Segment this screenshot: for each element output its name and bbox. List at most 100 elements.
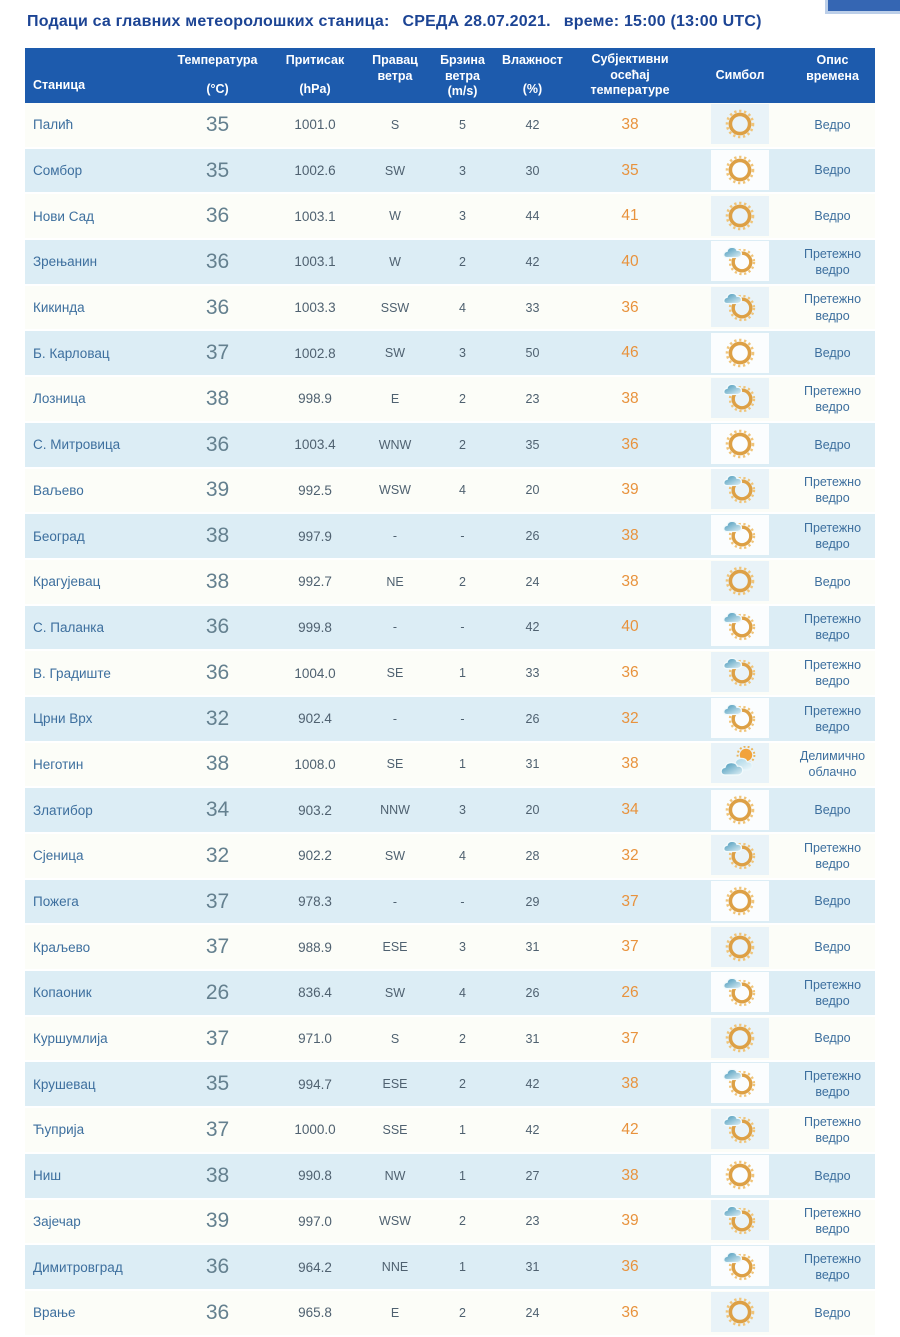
- table-row: Златибор 34 903.2 NNW 3 20 34 Ведро: [25, 788, 875, 834]
- column-label: Опис времена: [806, 53, 859, 83]
- station-name: Краљево: [33, 939, 91, 955]
- weather-description: Претежно ведро: [803, 657, 862, 689]
- station-name: Зајечар: [33, 1213, 81, 1229]
- weather-description: Ведро: [814, 803, 851, 818]
- temperature-value: 35: [205, 112, 230, 136]
- humidity-value: 35: [525, 437, 540, 452]
- table-row: Зрењанин 36 1003.1 W 2 42 40 Претежно ведро: [25, 240, 875, 286]
- feels-like-value: 38: [621, 115, 639, 133]
- wind-direction-value: ESE: [382, 940, 408, 955]
- pressure-value: 903.2: [298, 802, 332, 818]
- wind-speed-value: 2: [459, 1031, 466, 1046]
- pressure-value: 1002.8: [294, 345, 336, 361]
- temperature-value: 36: [205, 295, 230, 319]
- weather-symbol-cell: [690, 286, 790, 329]
- table-row: Крагујевац 38 992.7 NE 2 24 38 Ведро: [25, 559, 875, 606]
- feels-like-value: 38: [621, 1075, 639, 1093]
- humidity-value: 26: [525, 529, 540, 544]
- wind-direction-value: NE: [386, 574, 404, 589]
- page-title-text: Подаци са главних метеоролошких станица:: [27, 13, 390, 30]
- station-name: Димитровград: [33, 1259, 123, 1275]
- feels-like-value: 36: [621, 435, 639, 453]
- pressure-value: 994.7: [298, 1076, 332, 1092]
- station-name: Копаоник: [33, 985, 92, 1001]
- table-body: Палић 35 1001.0 S 5 42 38 Ведро Сомбор 35 1002.6 SW…: [25, 103, 875, 1337]
- weather-symbol-cell: [690, 1155, 790, 1196]
- wind-direction-value: -: [392, 529, 398, 544]
- station-name: Лозница: [33, 391, 86, 407]
- weather-symbol-cell: [690, 606, 790, 648]
- weather-description: Ведро: [814, 346, 851, 361]
- clear-sun-icon: [711, 195, 769, 236]
- feels-like-value: 36: [621, 1303, 639, 1321]
- column-unit: (m/s): [447, 84, 478, 99]
- column-unit: (hPa): [299, 82, 331, 97]
- weather-symbol-cell: [690, 240, 790, 283]
- table-row: Сомбор 35 1002.6 SW 3 30 35 Ведро: [25, 148, 875, 195]
- sun-with-small-cloud-icon: [711, 1063, 769, 1104]
- temperature-value: 37: [205, 1117, 230, 1141]
- wind-speed-value: -: [460, 711, 465, 726]
- wind-speed-value: 1: [459, 1122, 466, 1137]
- weather-symbol-cell: [690, 332, 790, 374]
- feels-like-value: 39: [621, 481, 639, 499]
- sun-with-small-cloud-icon: [711, 1200, 769, 1241]
- weather-description: Ведро: [814, 1305, 851, 1320]
- station-name: Сјеница: [33, 848, 84, 864]
- wind-direction-value: NNE: [381, 1260, 409, 1275]
- station-name: С. Паланка: [33, 619, 105, 635]
- feels-like-value: 41: [621, 207, 639, 225]
- humidity-value: 26: [525, 985, 540, 1000]
- pressure-value: 998.9: [298, 391, 332, 407]
- temperature-value: 36: [205, 204, 230, 228]
- wind-speed-value: 1: [459, 666, 466, 681]
- table-row: Ваљево 39 992.5 WSW 4 20 39 Претежно ведро: [25, 468, 875, 515]
- wind-direction-value: E: [390, 1305, 400, 1320]
- temperature-value: 36: [205, 661, 230, 685]
- station-name: Палић: [33, 117, 74, 133]
- weather-description: Претежно ведро: [803, 475, 862, 506]
- station-name: В. Градиште: [33, 665, 111, 681]
- wind-direction-value: S: [390, 117, 400, 132]
- wind-speed-value: 2: [459, 1214, 466, 1229]
- humidity-value: 42: [525, 1122, 540, 1137]
- humidity-value: 33: [525, 300, 540, 315]
- temperature-value: 34: [205, 798, 230, 822]
- humidity-value: 28: [525, 848, 540, 863]
- pressure-value: 988.9: [298, 939, 332, 955]
- pressure-value: 992.7: [298, 574, 332, 590]
- pressure-value: 836.4: [298, 985, 332, 1001]
- sun-with-small-cloud-icon: [711, 834, 769, 875]
- wind-direction-value: W: [389, 254, 401, 269]
- column-header-description: Опис времена: [790, 48, 875, 103]
- sun-with-small-cloud-icon: [711, 286, 769, 327]
- feels-like-value: 34: [621, 801, 639, 819]
- table-row: Сјеница 32 902.2 SW 4 28 32 Претежно ведро: [25, 834, 875, 880]
- humidity-value: 31: [525, 757, 540, 772]
- humidity-value: 23: [525, 391, 540, 406]
- clear-sun-icon: [711, 332, 769, 373]
- station-name: Б. Карловац: [33, 345, 110, 361]
- sun-with-small-cloud-icon: [711, 469, 769, 510]
- wind-direction-value: WSW: [379, 1214, 411, 1229]
- weather-description: Ведро: [814, 940, 851, 955]
- temperature-value: 36: [205, 432, 230, 456]
- weather-symbol-cell: [690, 834, 790, 877]
- weather-description: Претежно ведро: [803, 1251, 862, 1283]
- feels-like-value: 40: [621, 252, 639, 270]
- humidity-value: 30: [525, 163, 540, 178]
- wind-speed-value: 4: [459, 300, 466, 315]
- wind-direction-value: NW: [384, 1168, 406, 1183]
- wind-speed-value: 1: [459, 1260, 466, 1275]
- humidity-value: 24: [525, 574, 540, 589]
- feels-like-value: 36: [621, 664, 639, 682]
- humidity-value: 42: [525, 620, 540, 635]
- station-name: С. Митровица: [33, 437, 121, 453]
- clear-sun-icon: [711, 881, 769, 922]
- station-name: Ваљево: [33, 482, 84, 498]
- temperature-value: 38: [205, 569, 230, 593]
- column-label: Температура: [177, 53, 258, 67]
- pressure-value: 1003.1: [294, 208, 336, 224]
- pressure-value: 997.9: [298, 528, 332, 544]
- humidity-value: 24: [525, 1305, 540, 1320]
